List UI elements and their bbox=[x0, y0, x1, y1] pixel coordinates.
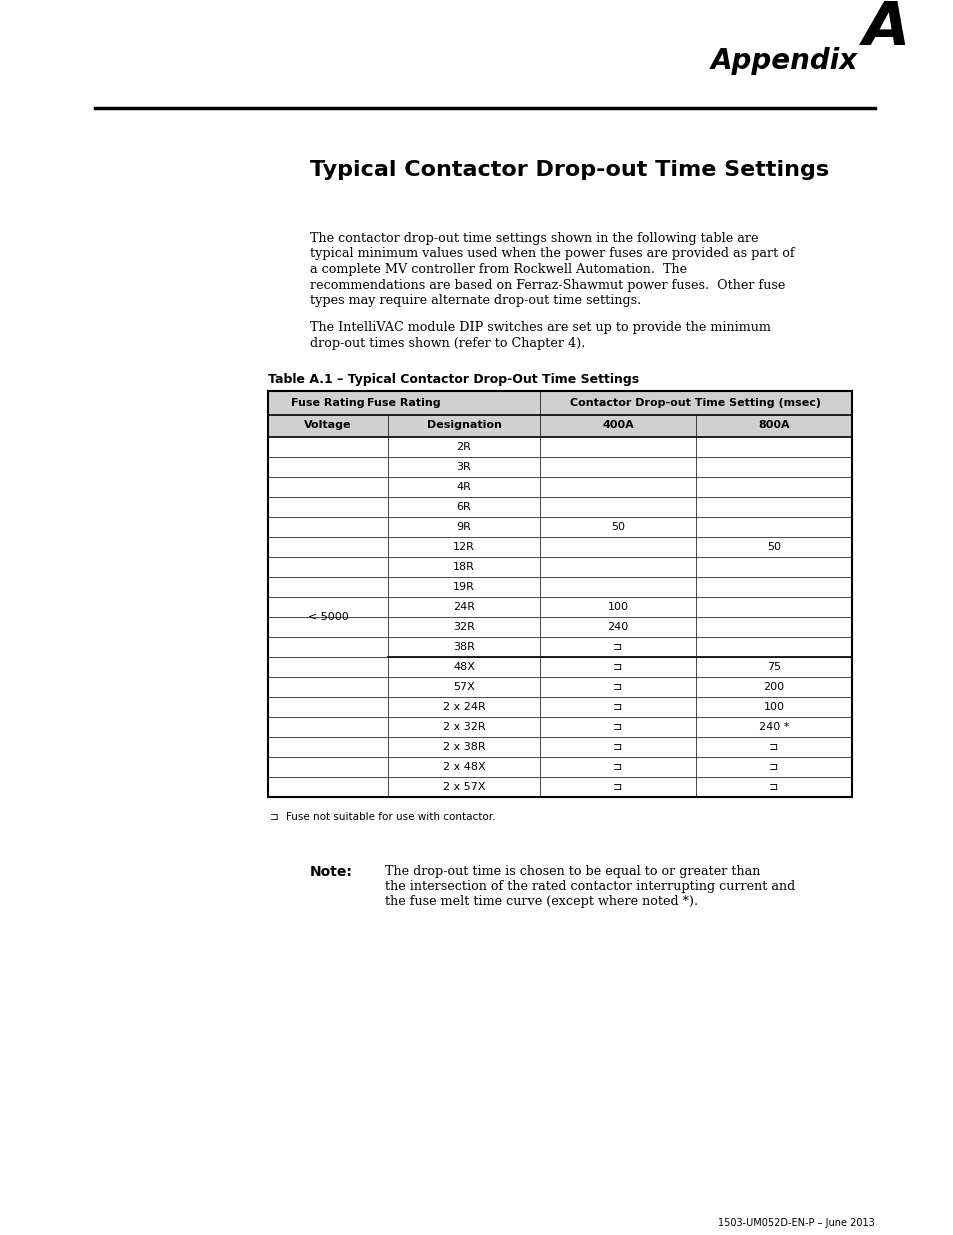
Text: 2 x 48X: 2 x 48X bbox=[442, 762, 485, 772]
Text: 2R: 2R bbox=[456, 441, 471, 452]
Bar bbox=[268, 597, 851, 616]
Text: ⊐: ⊐ bbox=[270, 813, 278, 823]
Text: 2 x 57X: 2 x 57X bbox=[442, 782, 485, 792]
Text: The IntelliVAC module DIP switches are set up to provide the minimum: The IntelliVAC module DIP switches are s… bbox=[310, 321, 770, 335]
Text: 6R: 6R bbox=[456, 501, 471, 511]
Text: ⊐: ⊐ bbox=[613, 741, 622, 752]
Text: recommendations are based on Ferraz-Shawmut power fuses.  Other fuse: recommendations are based on Ferraz-Shaw… bbox=[310, 279, 784, 291]
Text: 2 x 38R: 2 x 38R bbox=[442, 741, 485, 752]
Bar bbox=[268, 457, 851, 477]
Text: 3R: 3R bbox=[456, 462, 471, 472]
Text: A: A bbox=[862, 0, 909, 58]
Text: 57X: 57X bbox=[453, 682, 475, 692]
Text: < 5000: < 5000 bbox=[307, 611, 348, 621]
Bar bbox=[268, 496, 851, 516]
Text: a complete MV controller from Rockwell Automation.  The: a complete MV controller from Rockwell A… bbox=[310, 263, 686, 275]
Text: typical minimum values used when the power fuses are provided as part of: typical minimum values used when the pow… bbox=[310, 247, 794, 261]
Text: Typical Contactor Drop-out Time Settings: Typical Contactor Drop-out Time Settings bbox=[310, 161, 828, 180]
Text: The contactor drop-out time settings shown in the following table are: The contactor drop-out time settings sho… bbox=[310, 232, 758, 245]
Bar bbox=[268, 577, 851, 597]
Text: 1503-UM052D-EN-P – June 2013: 1503-UM052D-EN-P – June 2013 bbox=[718, 1218, 874, 1228]
Bar bbox=[268, 477, 851, 496]
Text: Note:: Note: bbox=[310, 864, 353, 878]
Bar bbox=[268, 716, 851, 736]
Text: 38R: 38R bbox=[453, 641, 475, 652]
Bar bbox=[268, 436, 851, 457]
Text: 32R: 32R bbox=[453, 621, 475, 631]
Bar bbox=[268, 777, 851, 797]
Bar bbox=[268, 616, 851, 636]
Text: 4R: 4R bbox=[456, 482, 471, 492]
Text: drop-out times shown (refer to Chapter 4).: drop-out times shown (refer to Chapter 4… bbox=[310, 337, 585, 350]
Bar bbox=[268, 657, 851, 677]
Bar bbox=[268, 736, 851, 757]
Text: 12R: 12R bbox=[453, 541, 475, 552]
Text: Appendix: Appendix bbox=[710, 47, 857, 75]
Bar bbox=[268, 636, 851, 657]
Text: the fuse melt time curve (except where noted *).: the fuse melt time curve (except where n… bbox=[385, 895, 698, 909]
Bar bbox=[268, 536, 851, 557]
Text: Fuse not suitable for use with contactor.: Fuse not suitable for use with contactor… bbox=[286, 813, 495, 823]
Text: 2 x 24R: 2 x 24R bbox=[442, 701, 485, 711]
Text: 48X: 48X bbox=[453, 662, 475, 672]
Text: 19R: 19R bbox=[453, 582, 475, 592]
Text: 24R: 24R bbox=[453, 601, 475, 611]
Text: ⊐: ⊐ bbox=[768, 762, 778, 772]
Text: ⊐: ⊐ bbox=[613, 641, 622, 652]
Text: Contactor Drop-out Time Setting (msec): Contactor Drop-out Time Setting (msec) bbox=[570, 398, 821, 408]
Bar bbox=[268, 415, 851, 436]
Text: Table A.1 – Typical Contactor Drop-Out Time Settings: Table A.1 – Typical Contactor Drop-Out T… bbox=[268, 373, 639, 385]
Text: Fuse Rating: Fuse Rating bbox=[367, 398, 440, 408]
Bar bbox=[268, 390, 851, 415]
Text: 50: 50 bbox=[610, 521, 624, 531]
Text: 240 *: 240 * bbox=[758, 721, 788, 731]
Text: the intersection of the rated contactor interrupting current and: the intersection of the rated contactor … bbox=[385, 881, 795, 893]
Text: Voltage: Voltage bbox=[304, 420, 352, 431]
Text: 100: 100 bbox=[762, 701, 783, 711]
Bar bbox=[268, 516, 851, 536]
Text: 800A: 800A bbox=[758, 420, 789, 431]
Text: ⊐: ⊐ bbox=[613, 762, 622, 772]
Text: ⊐: ⊐ bbox=[768, 782, 778, 792]
Text: types may require alternate drop-out time settings.: types may require alternate drop-out tim… bbox=[310, 294, 640, 308]
Text: 9R: 9R bbox=[456, 521, 471, 531]
Text: 2 x 32R: 2 x 32R bbox=[442, 721, 485, 731]
Bar bbox=[268, 557, 851, 577]
Text: 100: 100 bbox=[607, 601, 628, 611]
Text: ⊐: ⊐ bbox=[613, 721, 622, 731]
Text: 18R: 18R bbox=[453, 562, 475, 572]
Bar bbox=[268, 757, 851, 777]
Text: 400A: 400A bbox=[601, 420, 633, 431]
Text: ⊐: ⊐ bbox=[613, 662, 622, 672]
Text: Fuse Rating: Fuse Rating bbox=[291, 398, 364, 408]
Text: 240: 240 bbox=[607, 621, 628, 631]
Bar bbox=[268, 697, 851, 716]
Bar bbox=[268, 677, 851, 697]
Text: ⊐: ⊐ bbox=[613, 782, 622, 792]
Text: 200: 200 bbox=[762, 682, 783, 692]
Text: 75: 75 bbox=[766, 662, 781, 672]
Text: ⊐: ⊐ bbox=[613, 682, 622, 692]
Text: Designation: Designation bbox=[426, 420, 501, 431]
Text: ⊐: ⊐ bbox=[613, 701, 622, 711]
Text: 50: 50 bbox=[766, 541, 781, 552]
Text: ⊐: ⊐ bbox=[768, 741, 778, 752]
Text: The drop-out time is chosen to be equal to or greater than: The drop-out time is chosen to be equal … bbox=[385, 864, 760, 878]
